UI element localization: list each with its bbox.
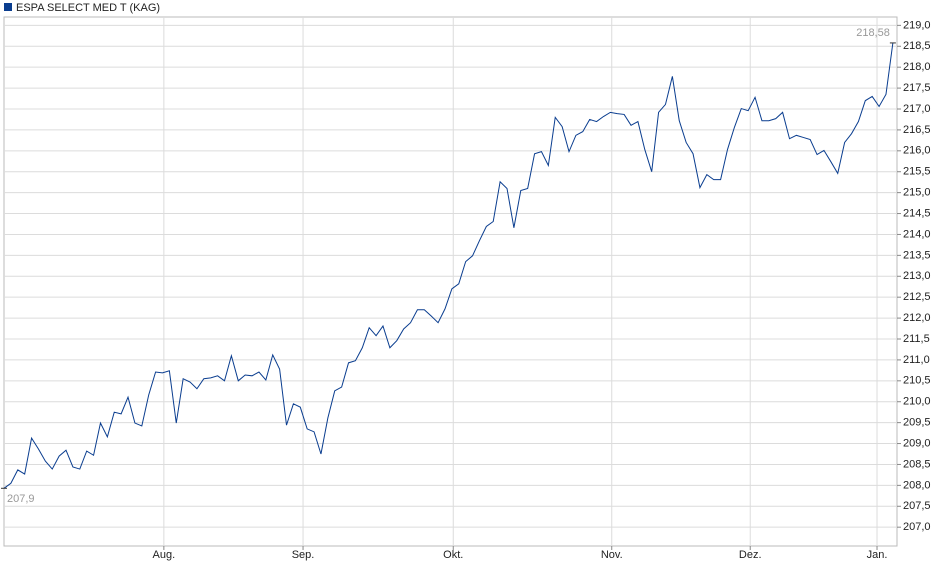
y-tick-label: 210,5: [903, 375, 931, 387]
y-tick-label: 217,0: [903, 103, 931, 115]
y-tick-label: 216,0: [903, 145, 931, 157]
y-tick-label: 214,5: [903, 207, 931, 219]
plot-area: [3, 16, 898, 547]
end-label: 218,58: [856, 27, 890, 39]
y-tick-label: 213,0: [903, 270, 931, 282]
y-tick-label: 207,5: [903, 500, 931, 512]
legend-label: ESPA SELECT MED T (KAG): [16, 2, 160, 14]
y-tick-label: 214,0: [903, 228, 931, 240]
y-tick-label: 210,0: [903, 396, 931, 408]
y-tick-label: 213,5: [903, 249, 931, 261]
y-tick-label: 218,0: [903, 61, 931, 73]
y-tick-label: 215,0: [903, 187, 931, 199]
y-tick-label: 215,5: [903, 166, 931, 178]
x-tick-label: Jan.: [867, 549, 888, 561]
x-tick-label: Aug.: [153, 549, 176, 561]
y-tick-label: 209,5: [903, 417, 931, 429]
y-tick-label: 209,0: [903, 437, 931, 449]
y-tick-label: 211,0: [903, 354, 930, 366]
y-tick-label: 208,0: [903, 479, 931, 491]
y-tick-label: 207,0: [903, 521, 931, 533]
y-tick-label: 212,0: [903, 312, 931, 324]
x-tick-label: Okt.: [443, 549, 463, 561]
line: [3, 42, 894, 489]
x-tick-label: Sep.: [292, 549, 315, 561]
x-tick-label: Dez.: [739, 549, 762, 561]
y-tick-label: 208,5: [903, 458, 931, 470]
y-tick-label: 211,5: [903, 333, 930, 345]
y-tick-label: 212,5: [903, 291, 931, 303]
x-tick-label: Nov.: [601, 549, 623, 561]
y-tick-label: 217,5: [903, 82, 931, 94]
legend-swatch: [4, 3, 12, 11]
y-tick-label: 219,0: [903, 19, 931, 31]
y-tick-label: 216,5: [903, 124, 931, 136]
start-label: 207,9: [7, 493, 35, 505]
y-tick-label: 218,5: [903, 40, 931, 52]
